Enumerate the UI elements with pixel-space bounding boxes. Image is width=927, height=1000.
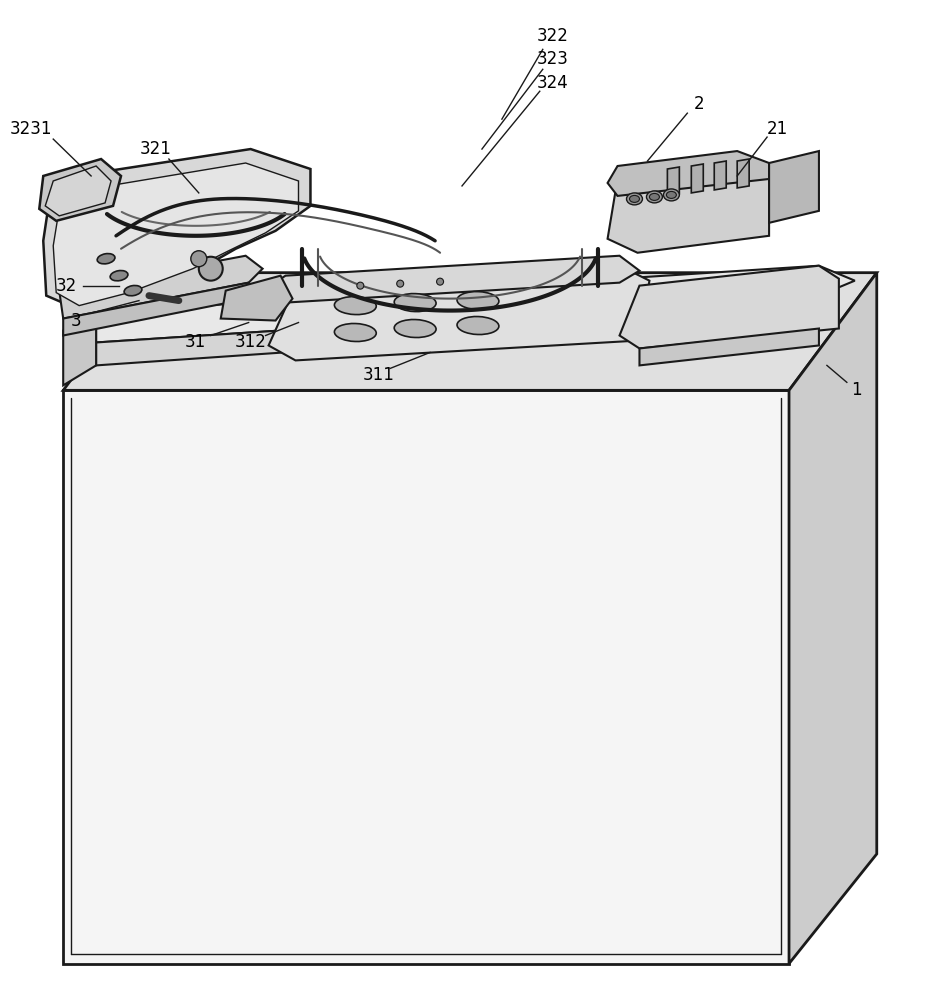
Polygon shape	[59, 256, 262, 319]
Polygon shape	[265, 256, 639, 303]
Ellipse shape	[124, 285, 142, 296]
Ellipse shape	[456, 317, 499, 335]
Polygon shape	[607, 163, 768, 253]
Text: 3: 3	[70, 312, 82, 330]
Polygon shape	[221, 276, 292, 321]
Ellipse shape	[456, 292, 499, 310]
Polygon shape	[714, 161, 726, 190]
Polygon shape	[691, 164, 703, 193]
Circle shape	[198, 257, 222, 281]
Text: 322: 322	[536, 27, 568, 45]
Polygon shape	[44, 149, 311, 311]
Ellipse shape	[626, 193, 641, 205]
Ellipse shape	[629, 195, 639, 202]
Polygon shape	[39, 159, 121, 221]
Polygon shape	[607, 151, 768, 196]
Polygon shape	[45, 166, 111, 216]
Polygon shape	[53, 163, 298, 306]
Circle shape	[191, 251, 207, 267]
Ellipse shape	[394, 320, 436, 338]
Polygon shape	[63, 283, 248, 335]
Polygon shape	[63, 390, 788, 964]
Text: 324: 324	[537, 74, 568, 92]
Polygon shape	[63, 313, 96, 385]
Ellipse shape	[110, 271, 128, 281]
Polygon shape	[788, 273, 876, 964]
Text: 21: 21	[766, 120, 787, 138]
Polygon shape	[96, 266, 854, 342]
Polygon shape	[63, 273, 876, 390]
Text: 1: 1	[851, 381, 861, 399]
Text: 31: 31	[185, 333, 206, 351]
Ellipse shape	[394, 294, 436, 312]
Text: 2: 2	[693, 95, 704, 113]
Circle shape	[436, 278, 443, 285]
Text: 311: 311	[362, 366, 394, 384]
Polygon shape	[639, 329, 818, 365]
Polygon shape	[768, 151, 818, 223]
Text: 323: 323	[536, 50, 568, 68]
Circle shape	[357, 282, 363, 289]
Circle shape	[396, 280, 403, 287]
Text: 312: 312	[235, 333, 266, 351]
Polygon shape	[667, 167, 679, 196]
Text: 3231: 3231	[10, 120, 53, 138]
Text: 321: 321	[140, 140, 171, 158]
Ellipse shape	[666, 191, 676, 198]
Ellipse shape	[334, 297, 375, 315]
Ellipse shape	[646, 191, 662, 203]
Ellipse shape	[334, 324, 375, 342]
Polygon shape	[736, 159, 748, 188]
Ellipse shape	[649, 193, 659, 200]
Ellipse shape	[663, 189, 679, 201]
Polygon shape	[268, 266, 649, 360]
Text: 32: 32	[56, 277, 77, 295]
Polygon shape	[619, 266, 838, 348]
Polygon shape	[96, 296, 818, 365]
Ellipse shape	[97, 254, 115, 264]
